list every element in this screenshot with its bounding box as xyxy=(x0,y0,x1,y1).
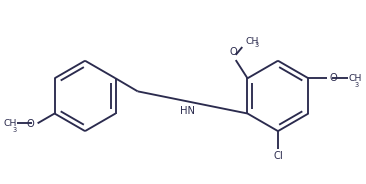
Text: O: O xyxy=(329,73,337,83)
Text: CH: CH xyxy=(348,74,362,83)
Text: HN: HN xyxy=(180,106,195,116)
Text: 3: 3 xyxy=(254,42,258,48)
Text: 3: 3 xyxy=(13,127,17,132)
Text: Cl: Cl xyxy=(273,151,283,161)
Text: O: O xyxy=(27,119,34,129)
Text: O: O xyxy=(229,47,237,57)
Text: CH: CH xyxy=(246,37,259,46)
Text: CH: CH xyxy=(3,119,17,128)
Text: 3: 3 xyxy=(355,82,359,88)
